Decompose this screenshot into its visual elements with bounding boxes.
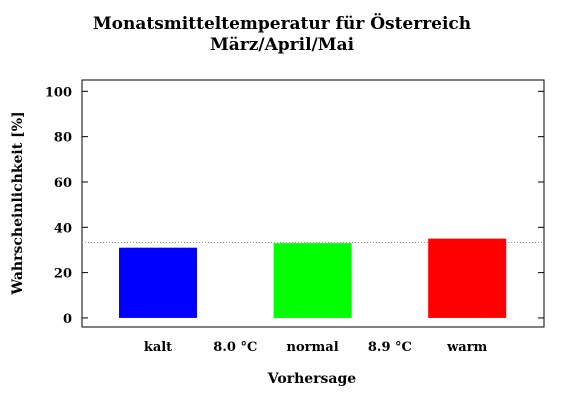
x-category-label: normal	[287, 340, 339, 355]
bar-warm	[428, 238, 507, 318]
y-tick-label: 40	[54, 221, 72, 236]
x-threshold-label: 8.0 °C	[213, 340, 257, 355]
y-tick-label: 60	[54, 176, 72, 191]
x-axis-labels: kalt normal warm 8.0 °C 8.9 °C	[144, 340, 488, 355]
bar-kalt	[119, 247, 197, 318]
y-axis-label: Wahrscheinlichkeit [%]	[10, 111, 26, 295]
y-tick-label: 0	[63, 312, 72, 327]
bar-normal	[273, 243, 352, 318]
y-tick-label: 100	[45, 85, 72, 100]
x-threshold-label: 8.9 °C	[368, 340, 412, 355]
y-tick-label: 20	[54, 267, 72, 282]
y-tick-label: 80	[54, 131, 72, 146]
plot-area: 0 20 40 60 80 100	[45, 79, 545, 328]
x-axis-label: Vorhersage	[267, 371, 356, 387]
plot-frame	[81, 79, 545, 328]
y-axis-ticks: 0 20 40 60 80 100	[45, 85, 544, 327]
x-category-label: warm	[446, 340, 487, 355]
x-category-label: kalt	[144, 340, 172, 355]
chart-title: Monatsmitteltemperatur für Österreich	[93, 13, 471, 34]
bars	[119, 238, 507, 318]
chart-subtitle: März/April/Mai	[210, 35, 355, 55]
